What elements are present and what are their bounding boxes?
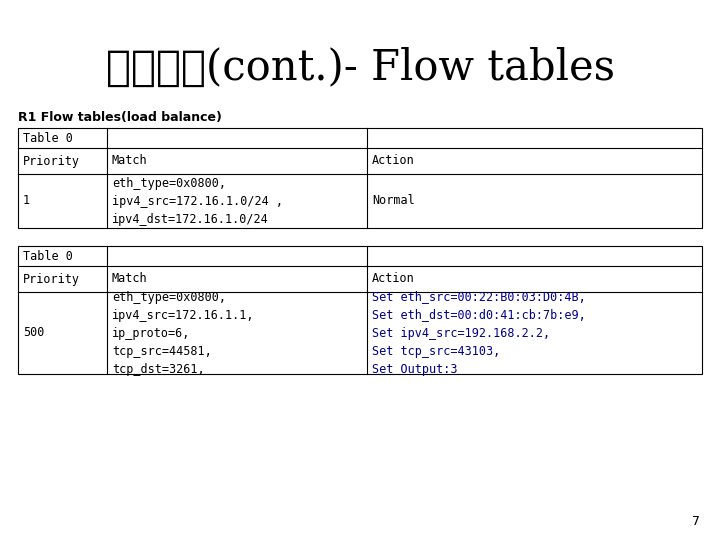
Bar <box>18 128 702 228</box>
Text: Normal: Normal <box>372 194 415 207</box>
Text: Match: Match <box>112 154 148 167</box>
Text: Action: Action <box>372 154 415 167</box>
Text: Action: Action <box>372 273 415 286</box>
Text: Priority: Priority <box>23 154 80 167</box>
Text: 7: 7 <box>692 515 700 528</box>
Text: Match: Match <box>112 273 148 286</box>
Text: Table 0: Table 0 <box>23 132 73 145</box>
Text: eth_type=0x0800,
ipv4_src=172.16.1.1,
ip_proto=6,
tcp_src=44581,
tcp_dst=3261,: eth_type=0x0800, ipv4_src=172.16.1.1, ip… <box>112 291 254 375</box>
Text: Table 0: Table 0 <box>23 249 73 262</box>
Bar <box>18 246 702 374</box>
Text: Priority: Priority <box>23 273 80 286</box>
Text: R1 Flow tables(load balance): R1 Flow tables(load balance) <box>18 111 222 125</box>
Text: eth_type=0x0800,
ipv4_src=172.16.1.0/24 ,
ipv4_dst=172.16.1.0/24: eth_type=0x0800, ipv4_src=172.16.1.0/24 … <box>112 177 283 226</box>
Text: Set eth_src=00:22:B0:03:D0:4B,
Set eth_dst=00:d0:41:cb:7b:e9,
Set ipv4_src=192.1: Set eth_src=00:22:B0:03:D0:4B, Set eth_d… <box>372 291 585 375</box>
Text: 500: 500 <box>23 327 45 340</box>
Text: 1: 1 <box>23 194 30 207</box>
Text: 系統實作(cont.)- Flow tables: 系統實作(cont.)- Flow tables <box>106 47 614 89</box>
